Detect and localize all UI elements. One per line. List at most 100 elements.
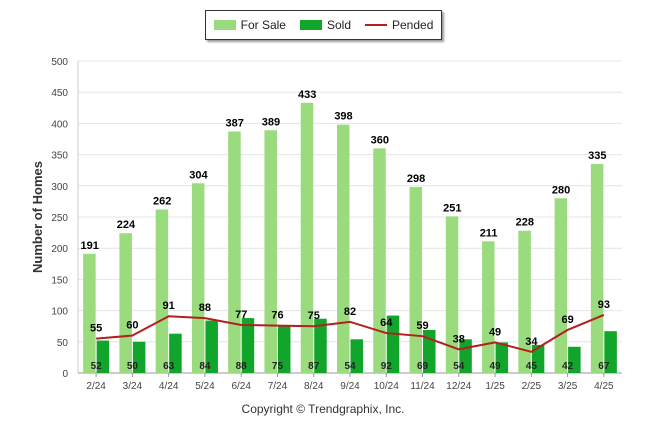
data-label-for-sale: 280	[552, 184, 570, 196]
data-label-for-sale: 224	[117, 219, 136, 231]
legend-item-for-sale: For Sale	[213, 18, 286, 32]
bar-sold	[205, 320, 218, 373]
x-tick-label: 12/24	[446, 381, 471, 392]
bar-for-sale	[155, 209, 169, 373]
data-label-sold: 45	[526, 361, 538, 372]
legend-item-pended: Pended	[365, 18, 433, 32]
data-label-pended: 34	[525, 336, 538, 348]
data-label-pended: 93	[598, 299, 610, 311]
bar-sold	[96, 340, 110, 373]
data-label-sold: 87	[308, 361, 320, 372]
data-label-sold: 69	[417, 361, 429, 372]
y-tick-label: 500	[51, 57, 68, 68]
bar-for-sale	[373, 148, 386, 373]
x-tick-label: 9/24	[340, 381, 360, 392]
y-tick-label: 400	[51, 119, 68, 130]
data-label-sold: 52	[91, 361, 103, 372]
y-tick-label: 0	[62, 369, 68, 380]
legend-label-for-sale: For Sale	[240, 18, 286, 32]
line-pended	[96, 314, 605, 353]
data-label-pended: 75	[308, 310, 320, 322]
y-tick-label: 300	[51, 182, 68, 193]
bar-sold	[386, 315, 400, 373]
data-label-sold: 88	[236, 361, 248, 372]
data-label-sold: 84	[199, 361, 211, 372]
bar-sold	[350, 339, 363, 373]
bar-for-sale	[518, 230, 531, 373]
y-axis-title: Number of Homes	[30, 161, 45, 273]
bar-sold	[568, 346, 581, 373]
data-label-pended: 55	[90, 323, 102, 335]
bar-for-sale	[83, 253, 96, 373]
x-tick-label: 8/24	[304, 381, 324, 392]
data-label-pended: 69	[561, 314, 573, 326]
data-label-sold: 63	[163, 361, 175, 372]
bar-for-sale	[409, 187, 423, 373]
data-label-pended: 59	[416, 320, 428, 332]
bar-for-sale	[482, 241, 495, 373]
data-label-for-sale: 387	[226, 118, 244, 130]
data-label-sold: 42	[562, 361, 574, 372]
bar-sold	[241, 318, 255, 373]
data-label-for-sale: 433	[298, 89, 316, 101]
bar-for-sale	[228, 131, 241, 373]
data-label-for-sale: 398	[334, 111, 352, 123]
x-tick-label: 7/24	[268, 381, 288, 392]
x-tick-label: 10/24	[374, 381, 399, 392]
x-tick-label: 4/24	[159, 381, 179, 392]
data-label-for-sale: 211	[480, 227, 498, 239]
y-tick-label: 100	[51, 307, 68, 318]
data-label-for-sale: 360	[371, 134, 389, 146]
data-label-pended: 77	[235, 309, 247, 321]
x-tick-label: 1/25	[485, 381, 505, 392]
data-label-for-sale: 251	[443, 202, 461, 214]
x-tick-label: 3/25	[558, 381, 578, 392]
bar-sold	[132, 341, 146, 373]
data-label-pended: 49	[489, 326, 501, 338]
data-label-for-sale: 335	[588, 150, 606, 162]
data-label-pended: 88	[199, 302, 211, 314]
copyright-text: Copyright © Trendgraphix, Inc.	[241, 402, 405, 416]
data-label-pended: 91	[163, 300, 175, 312]
x-tick-label: 5/24	[195, 381, 215, 392]
x-tick-label: 6/24	[231, 381, 251, 392]
x-tick-label: 2/25	[522, 381, 542, 392]
data-label-pended: 64	[380, 317, 393, 329]
y-tick-label: 50	[57, 338, 69, 349]
x-tick-label: 2/24	[86, 381, 106, 392]
y-tick-label: 200	[51, 244, 68, 255]
legend: For Sale Sold Pended	[205, 10, 442, 40]
data-label-for-sale: 304	[189, 169, 208, 181]
data-label-for-sale: 298	[407, 173, 425, 185]
y-tick-label: 450	[51, 88, 68, 99]
y-tick-label: 250	[51, 213, 68, 224]
bar-sold	[604, 331, 617, 373]
legend-label-sold: Sold	[326, 18, 351, 32]
x-tick-label: 3/24	[123, 381, 143, 392]
data-label-for-sale: 262	[153, 196, 171, 208]
data-label-sold: 67	[598, 361, 610, 372]
data-label-pended: 38	[453, 333, 465, 345]
data-label-for-sale: 191	[80, 240, 98, 252]
bar-for-sale	[337, 124, 350, 373]
legend-item-sold: Sold	[299, 18, 351, 32]
data-label-pended: 82	[344, 306, 356, 318]
bar-for-sale	[590, 163, 604, 373]
data-label-sold: 50	[127, 361, 139, 372]
legend-swatch-pended	[365, 24, 387, 26]
data-label-pended: 60	[126, 320, 138, 332]
bar-sold	[314, 318, 327, 373]
legend-label-pended: Pended	[392, 18, 434, 32]
x-tick-label: 4/25	[594, 381, 614, 392]
data-label-for-sale: 228	[516, 217, 534, 229]
bar-sold	[495, 342, 509, 373]
bar-for-sale	[554, 198, 568, 373]
data-label-sold: 54	[453, 361, 465, 372]
bar-sold	[169, 333, 182, 373]
bar-sold	[277, 326, 291, 373]
data-label-for-sale: 389	[262, 116, 280, 128]
legend-swatch-for-sale	[213, 20, 236, 30]
x-tick-label: 11/24	[410, 381, 435, 392]
